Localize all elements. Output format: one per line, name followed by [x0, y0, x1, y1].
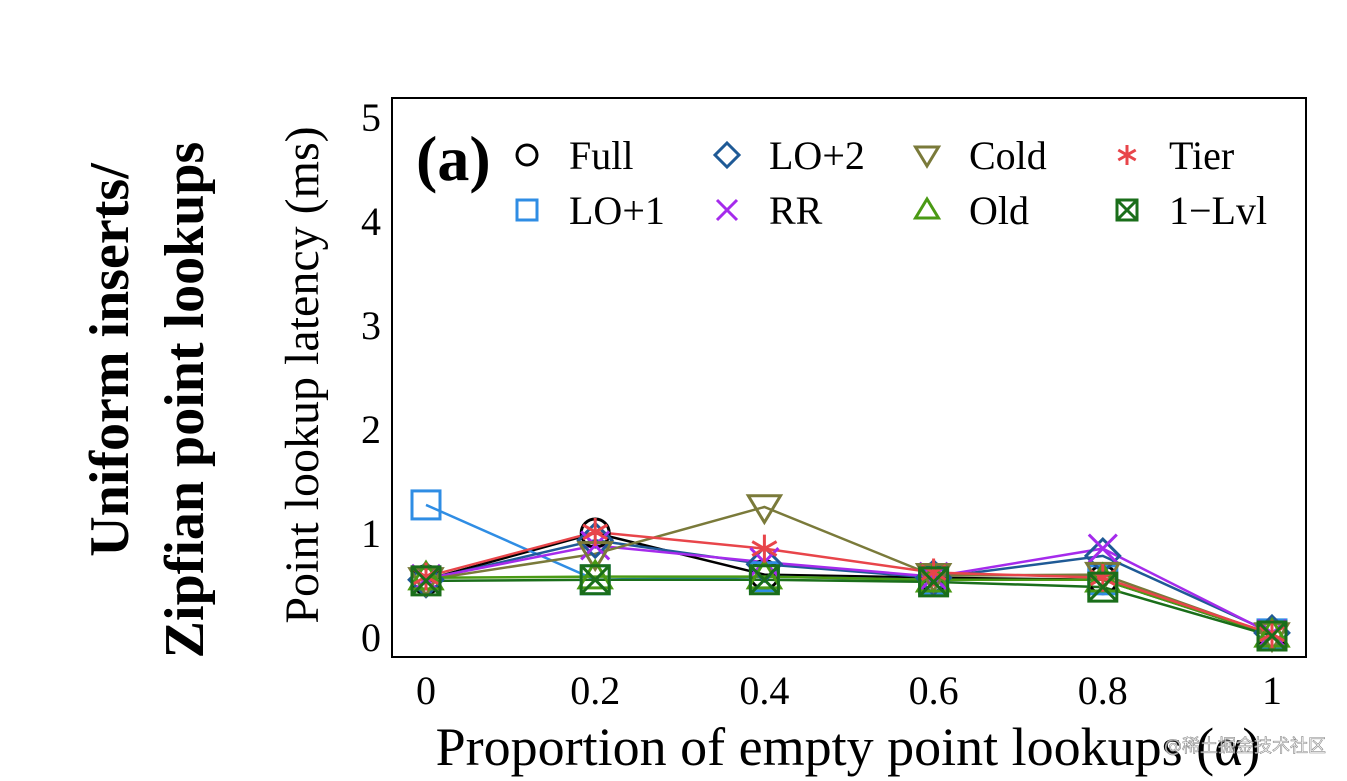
data-point-lo-1 [410, 489, 442, 521]
y-tick-label: 5 [361, 95, 381, 140]
data-point-cold [745, 494, 784, 526]
y-tick-label: 4 [361, 199, 381, 244]
legend-marker-lo-2 [712, 140, 742, 170]
data-point-old [745, 558, 784, 590]
y-axis-ticks: 0 1 2 3 4 5 [361, 95, 381, 660]
y-tick-label: 0 [361, 615, 381, 660]
series-lines [425, 503, 1273, 638]
legend-marker-rr [715, 198, 739, 222]
y-tick-label: 2 [361, 407, 381, 452]
legend-marker-full [515, 143, 539, 167]
x-tick-label: 1 [1262, 668, 1282, 713]
legend-marker-lo-1 [515, 198, 539, 222]
panel-label: (a) [416, 123, 491, 194]
legend-label: Full [569, 133, 633, 178]
legend-marker-cold [912, 145, 942, 169]
legend: Full LO+1 LO+2 RR Cold Old Tier 1−Lvl [515, 133, 1267, 233]
y-tick-label: 3 [361, 303, 381, 348]
legend-marker-tier [1117, 145, 1137, 165]
x-tick-label: 0.4 [739, 668, 789, 713]
data-point-tier [582, 517, 609, 546]
watermark: @稀土掘金技术社区 [1164, 736, 1326, 757]
plot-frame [391, 97, 1307, 658]
x-axis-ticks: 0 0.2 0.4 0.6 0.8 1 [416, 668, 1282, 713]
x-tick-label: 0.8 [1078, 668, 1128, 713]
data-point-old [576, 558, 614, 590]
x-tick-label: 0 [416, 668, 436, 713]
legend-label: LO+2 [769, 133, 865, 178]
x-tick-label: 0.6 [909, 668, 959, 713]
data-point-tier [751, 534, 778, 563]
legend-label: Old [969, 188, 1029, 233]
legend-label: Tier [1169, 133, 1234, 178]
x-axis-label: Proportion of empty point lookups (α) [436, 717, 1261, 777]
data-point-1-lvl [1087, 571, 1119, 603]
data-point-1-lvl [748, 564, 780, 596]
side-title-line2: Zipfian point lookups [154, 142, 216, 659]
data-point-1-lvl [410, 565, 442, 597]
series-line-cold [425, 505, 1273, 637]
data-point-1-lvl [1256, 620, 1288, 652]
x-tick-label: 0.2 [570, 668, 620, 713]
legend-marker-1-lvl [1115, 198, 1139, 222]
series-line-full [425, 531, 1273, 637]
y-tick-label: 1 [361, 511, 381, 556]
series-markers [407, 489, 1291, 654]
data-point-1-lvl [579, 564, 611, 596]
series-line-lo-2 [425, 539, 1273, 634]
data-point-rr [1087, 533, 1118, 564]
legend-label: 1−Lvl [1169, 188, 1267, 233]
series-line-1-lvl [425, 578, 1273, 638]
legend-label: LO+1 [569, 188, 665, 233]
side-title-line1: Uniform inserts/ [79, 162, 141, 557]
series-line-rr [425, 544, 1273, 635]
y-axis-label: Point lookup latency (ms) [276, 126, 329, 623]
legend-marker-old [912, 196, 942, 220]
data-point-1-lvl [918, 566, 950, 598]
legend-label: Cold [969, 133, 1047, 178]
series-line-tier [425, 530, 1273, 636]
legend-label: RR [769, 188, 823, 233]
series-line-old [425, 575, 1273, 637]
